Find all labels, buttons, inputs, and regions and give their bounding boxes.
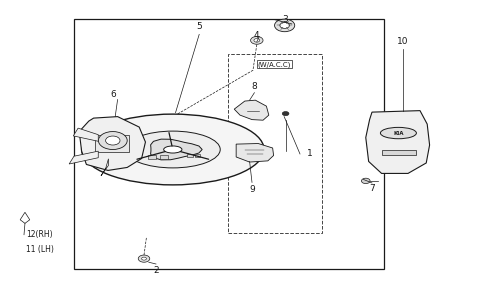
Text: 4: 4: [254, 31, 260, 40]
Polygon shape: [73, 128, 98, 141]
Ellipse shape: [380, 127, 416, 139]
Circle shape: [106, 136, 120, 145]
Text: 7: 7: [369, 184, 375, 193]
Bar: [382, 150, 416, 155]
Polygon shape: [20, 212, 30, 223]
Polygon shape: [79, 117, 145, 170]
Text: 8: 8: [252, 82, 257, 91]
Ellipse shape: [82, 114, 264, 185]
Circle shape: [254, 39, 260, 42]
Polygon shape: [236, 144, 274, 162]
Text: 6: 6: [110, 90, 116, 99]
Text: (W/A.C.C): (W/A.C.C): [258, 61, 291, 68]
Circle shape: [142, 257, 146, 260]
Polygon shape: [69, 151, 98, 164]
Text: 9: 9: [249, 185, 255, 194]
Text: 1: 1: [307, 150, 312, 158]
Text: KIA: KIA: [393, 131, 404, 135]
Bar: [228, 54, 322, 233]
Bar: [95, 135, 129, 152]
Bar: [148, 155, 156, 159]
Text: 2: 2: [153, 266, 159, 275]
Bar: [187, 154, 193, 157]
Text: 10: 10: [397, 37, 409, 46]
Circle shape: [282, 112, 289, 116]
Bar: [160, 155, 168, 159]
Bar: [74, 19, 384, 269]
Bar: [194, 154, 200, 157]
Circle shape: [251, 36, 263, 44]
Circle shape: [361, 178, 370, 184]
Circle shape: [280, 22, 289, 28]
Ellipse shape: [125, 131, 220, 168]
Polygon shape: [151, 139, 202, 160]
Polygon shape: [101, 159, 108, 176]
Circle shape: [275, 19, 295, 32]
Polygon shape: [366, 111, 430, 173]
Circle shape: [138, 255, 150, 262]
Text: 12(RH): 12(RH): [26, 230, 53, 239]
Ellipse shape: [164, 146, 182, 153]
Circle shape: [98, 132, 127, 150]
Text: 5: 5: [196, 22, 202, 31]
Polygon shape: [234, 100, 269, 120]
Text: 11 (LH): 11 (LH): [26, 245, 54, 254]
Text: 3: 3: [283, 15, 288, 24]
